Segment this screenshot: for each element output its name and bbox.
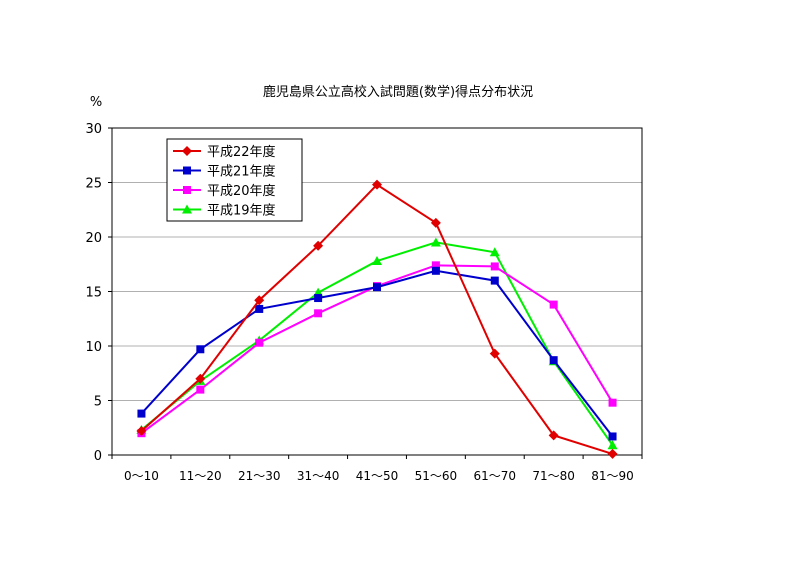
data-point-marker (195, 373, 206, 384)
data-point-marker (254, 295, 265, 306)
data-point-marker (136, 426, 147, 437)
legend-item: 平成19年度 (173, 203, 276, 219)
data-point-marker (607, 448, 618, 459)
data-point-marker (313, 240, 324, 251)
legend-label: 平成21年度 (207, 164, 276, 180)
data-point-marker (373, 283, 381, 292)
legend-item: 平成21年度 (173, 164, 276, 180)
y-tick-label: 20 (85, 231, 102, 246)
series-group (137, 266, 617, 441)
data-point-marker (183, 186, 191, 194)
series-lines (136, 179, 618, 459)
data-point-marker (196, 345, 205, 354)
data-point-marker (255, 304, 264, 313)
legend-label: 平成19年度 (207, 203, 276, 219)
y-tick-label: 5 (94, 395, 102, 410)
data-point-marker (314, 309, 323, 318)
data-point-marker (430, 237, 441, 247)
data-point-marker (430, 217, 441, 228)
data-point-marker (196, 385, 205, 394)
series-group (136, 179, 618, 459)
data-point-marker (372, 255, 382, 265)
x-tick-label: 61～70 (474, 469, 517, 483)
data-point-marker (255, 338, 264, 347)
y-axis-label: % (90, 95, 102, 110)
data-point-marker (607, 440, 618, 450)
x-tick-label: 11～20 (179, 469, 222, 483)
y-tick-label: 10 (85, 340, 102, 355)
legend-item: 平成22年度 (173, 144, 276, 160)
data-point-marker (431, 266, 440, 275)
data-point-marker (608, 398, 617, 407)
chart-title: 鹿児島県公立高校入試問題(数学)得点分布状況 (263, 84, 533, 100)
data-point-marker (608, 432, 617, 441)
y-tick-label: 25 (85, 177, 102, 192)
data-point-marker (489, 348, 500, 359)
x-tick-label: 81～90 (591, 469, 634, 483)
legend-label: 平成20年度 (207, 183, 276, 199)
y-tick-label: 30 (85, 122, 102, 137)
x-tick-label: 51～60 (415, 469, 458, 483)
axis-ticks: 0 5 10 15 20 25 30 0～10 11～20 21～30 31～40 41～50 51～6… (85, 122, 643, 483)
data-point-marker (549, 356, 558, 365)
x-tick-label: 21～30 (238, 469, 281, 483)
x-tick-label: 41～50 (356, 469, 399, 483)
data-point-marker (490, 276, 499, 285)
legend-label: 平成22年度 (207, 144, 276, 160)
y-tick-label: 15 (85, 286, 102, 301)
y-tick-label: 0 (94, 449, 102, 464)
data-point-marker (182, 204, 192, 214)
data-point-marker (548, 430, 559, 441)
x-tick-label: 71～80 (532, 469, 575, 483)
x-tick-label: 31～40 (297, 469, 340, 483)
data-point-marker (549, 300, 558, 309)
data-point-marker (137, 409, 146, 418)
data-point-marker (182, 146, 192, 156)
data-point-marker (490, 262, 499, 271)
data-point-marker (183, 166, 191, 175)
data-point-marker (489, 247, 500, 257)
data-point-marker (431, 261, 440, 270)
data-point-marker (314, 294, 323, 303)
legend-item: 平成20年度 (173, 183, 276, 199)
x-tick-label: 0～10 (124, 469, 159, 483)
data-point-marker (372, 179, 382, 190)
